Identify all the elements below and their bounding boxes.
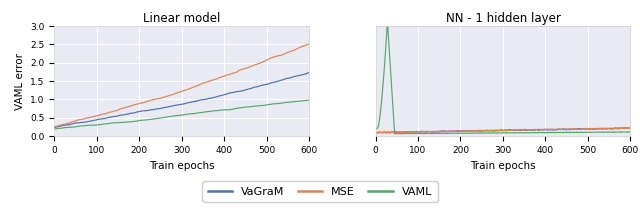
Title: NN - 1 hidden layer: NN - 1 hidden layer (445, 12, 561, 25)
X-axis label: Train epochs: Train epochs (470, 161, 536, 171)
X-axis label: Train epochs: Train epochs (149, 161, 214, 171)
Legend: VaGraM, MSE, VAML: VaGraM, MSE, VAML (202, 181, 438, 202)
Y-axis label: VAML error: VAML error (15, 53, 25, 110)
Title: Linear model: Linear model (143, 12, 221, 25)
